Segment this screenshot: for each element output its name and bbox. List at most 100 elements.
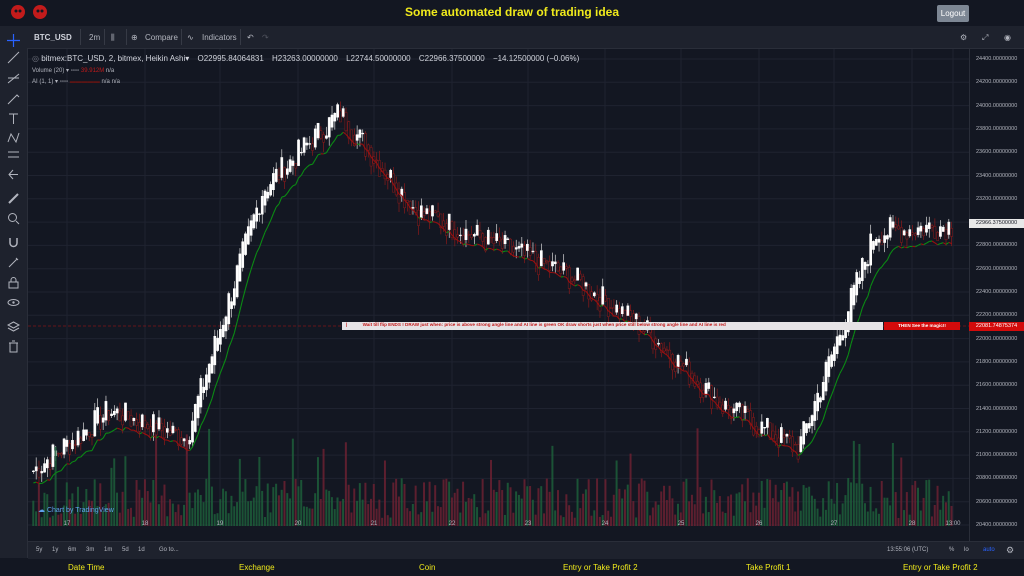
log-toggle[interactable]: log xyxy=(964,547,973,553)
ai-line-segment xyxy=(325,147,330,153)
range-5d[interactable]: 5d xyxy=(122,547,129,553)
candle xyxy=(782,434,786,438)
ai-line-segment xyxy=(527,257,531,261)
auto-toggle[interactable]: auto xyxy=(983,547,995,553)
ai-line-segment xyxy=(379,167,383,172)
lock-icon[interactable] xyxy=(7,276,20,289)
range-1d[interactable]: 1d xyxy=(138,547,145,553)
percent-toggle[interactable]: % xyxy=(949,547,955,553)
ai-line-segment xyxy=(437,223,442,228)
logout-button[interactable]: Logout xyxy=(937,5,969,22)
range-1m[interactable]: 1m xyxy=(104,547,113,553)
ai-line-segment xyxy=(258,239,263,248)
nav-exchange[interactable]: Exchange xyxy=(239,563,275,572)
candle xyxy=(160,423,164,431)
ai-line-segment xyxy=(940,242,944,245)
trash-icon[interactable] xyxy=(7,340,20,353)
text-icon[interactable] xyxy=(7,112,20,125)
nav-take-profit-1[interactable]: Take Profit 1 xyxy=(746,563,791,572)
pattern-icon[interactable] xyxy=(7,131,20,144)
volume-bar xyxy=(699,487,702,526)
magnet-icon[interactable] xyxy=(7,236,20,249)
ai-line-segment xyxy=(811,435,816,442)
candle xyxy=(735,402,739,412)
ai-line-segment xyxy=(312,159,316,165)
ai-line-segment xyxy=(923,242,927,246)
volume-bar xyxy=(939,509,942,526)
volume-bar xyxy=(540,486,543,526)
nav-entry-tp2-b[interactable]: Entry or Take Profit 2 xyxy=(903,563,978,572)
back-arrow-icon[interactable] xyxy=(7,168,20,181)
candle xyxy=(219,329,222,345)
ai-legend[interactable]: AI (1, 1) ▾ ▫▫▫▫ ▬▬▬▬▬ n/a n/a xyxy=(32,79,120,85)
candle xyxy=(146,424,150,429)
volume-bar xyxy=(601,515,604,526)
nav-date-time[interactable]: Date Time xyxy=(68,563,105,572)
volume-bar xyxy=(411,503,414,526)
candle-type-icon[interactable]: ⫼ xyxy=(111,33,115,42)
candle xyxy=(936,232,939,241)
crosshair-icon[interactable] xyxy=(7,34,20,47)
camera-icon[interactable]: ◉ xyxy=(1004,33,1011,42)
ai-line-segment xyxy=(384,174,389,179)
volume-bar xyxy=(663,485,666,526)
volume-bar xyxy=(121,491,124,526)
ai-line-segment xyxy=(181,446,185,449)
candle xyxy=(696,380,699,385)
trend-line-icon[interactable] xyxy=(7,51,20,64)
ai-line-segment xyxy=(250,260,255,270)
candle xyxy=(431,205,434,217)
candle xyxy=(311,143,314,151)
price-tick: 24400.00000000 xyxy=(976,56,1018,62)
candle xyxy=(422,211,426,216)
price-tick: 21400.00000000 xyxy=(976,405,1018,412)
goto-button[interactable]: Go to... xyxy=(159,547,179,553)
nav-coin[interactable]: Coin xyxy=(419,563,436,572)
tradingview-watermark[interactable]: ☁ Chart by TradingView xyxy=(38,506,114,514)
interval-button[interactable]: 2m xyxy=(89,33,101,42)
ai-line-segment xyxy=(348,137,352,141)
nav-entry-tp2[interactable]: Entry or Take Profit 2 xyxy=(563,563,638,572)
candle xyxy=(726,404,730,410)
range-6m[interactable]: 6m xyxy=(68,547,77,553)
indicators-button[interactable]: Indicators xyxy=(202,33,237,42)
volume-bar xyxy=(621,498,624,526)
lock-drawing-icon[interactable] xyxy=(7,256,20,269)
symbol-search[interactable]: BTC_USD xyxy=(34,33,72,42)
ai-line-segment xyxy=(314,154,319,160)
prediction-icon[interactable] xyxy=(7,148,20,161)
volume-bar xyxy=(866,511,869,526)
fib-icon[interactable] xyxy=(7,72,20,85)
range-5y[interactable]: 5y xyxy=(36,547,43,553)
candle xyxy=(785,433,789,437)
volume-legend[interactable]: Volume (20) ▾ ▫▫▫▫ 39.912M n/a xyxy=(32,68,115,74)
compare-button[interactable]: Compare xyxy=(145,33,178,42)
volume-bar xyxy=(174,512,177,526)
axis-gear-icon[interactable]: ⚙ xyxy=(1006,545,1015,555)
ai-line-segment xyxy=(261,231,266,240)
range-1y[interactable]: 1y xyxy=(52,547,59,553)
eye-icon[interactable] xyxy=(7,296,20,309)
settings-icon[interactable]: ⚙ xyxy=(960,33,968,42)
candle xyxy=(288,159,292,172)
candle xyxy=(768,422,772,440)
volume-bar xyxy=(808,486,811,526)
volume-bar xyxy=(141,497,144,526)
fullscreen-icon[interactable]: ⤢ xyxy=(982,33,989,42)
ai-line-segment xyxy=(641,331,645,336)
volume-bar xyxy=(509,487,512,526)
zoom-in-icon[interactable] xyxy=(7,212,20,225)
price-axis[interactable]: 24400.00000000 24200.00000000 24000.000000… xyxy=(969,49,1024,559)
undo-icon[interactable]: ↶ xyxy=(247,33,254,42)
layers-icon[interactable] xyxy=(7,320,20,333)
volume-bar xyxy=(526,486,529,526)
ruler-icon[interactable] xyxy=(7,192,20,205)
price-chart[interactable]: 17 18 19 20 21 22 23 24 25 26 27 28 13:00 xyxy=(28,49,969,526)
volume-bar xyxy=(216,513,219,526)
brush-icon[interactable] xyxy=(7,92,20,105)
redo-icon[interactable]: ↷ xyxy=(262,33,269,42)
ai-line-segment xyxy=(658,346,662,352)
ai-line-segment xyxy=(616,315,620,320)
range-3m[interactable]: 3m xyxy=(86,547,95,553)
indicators-icon: ∿ xyxy=(187,33,194,42)
